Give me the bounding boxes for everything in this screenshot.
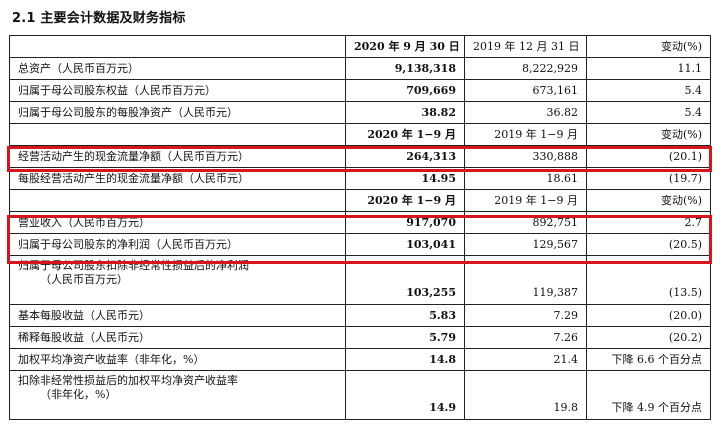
table-row-basic-eps: 基本每股收益（人民币元） 5.83 7.29 (20.0) — [9, 304, 711, 327]
row-label: 归属于母公司股东权益（人民币百万元） — [9, 79, 346, 102]
row-label-line1: 归属于母公司股东扣除非经常性损益后的净利润 — [18, 259, 249, 272]
row-label: 归属于母公司股东的净利润（人民币百万元） — [9, 233, 346, 256]
change-value: 5.4 — [586, 101, 711, 124]
prior-value: 129,567 — [464, 233, 587, 256]
current-value: 264,313 — [345, 145, 465, 168]
change-value: 下降 6.6 个百分点 — [586, 348, 711, 371]
header-empty-cell — [9, 189, 346, 212]
prior-value: 119,387 — [464, 255, 587, 305]
prior-value: 8,222,929 — [464, 57, 587, 80]
table-row-roe-excl: 扣除非经常性损益后的加权平均净资产收益率 （非年化，%） 14.9 19.8 下… — [9, 370, 711, 420]
row-label: 经营活动产生的现金流量净额（人民币百万元） — [9, 145, 346, 168]
table-row-op-cashflow-per-share: 每股经营活动产生的现金流量净额（人民币元） 14.95 18.61 (19.7) — [9, 167, 711, 190]
current-value: 14.9 — [345, 370, 465, 420]
table-row-roe: 加权平均净资产收益率（非年化，%） 14.8 21.4 下降 6.6 个百分点 — [9, 348, 711, 371]
row-label: 总资产（人民币百万元） — [9, 57, 346, 80]
header-prior-period: 2019 年 12 月 31 日 — [464, 35, 587, 58]
header-change: 变动(%) — [586, 35, 711, 58]
header-current-period: 2020 年 1−9 月 — [345, 189, 465, 212]
table-row-op-cashflow: 经营活动产生的现金流量净额（人民币百万元） 264,313 330,888 (2… — [9, 145, 711, 168]
prior-value: 19.8 — [464, 370, 587, 420]
financial-indicators-table: 2020 年 9 月 30 日 2019 年 12 月 31 日 变动(%) 总… — [9, 35, 711, 420]
row-label: 归属于母公司股东扣除非经常性损益后的净利润 （人民币百万元） — [9, 255, 346, 305]
prior-value: 36.82 — [464, 101, 587, 124]
current-value: 5.79 — [345, 326, 465, 349]
row-label: 营业收入（人民币百万元） — [9, 211, 346, 234]
prior-value: 330,888 — [464, 145, 587, 168]
section-title: 2.1 主要会计数据及财务指标 — [12, 11, 186, 26]
change-value: 下降 4.9 个百分点 — [586, 370, 711, 420]
row-label: 每股经营活动产生的现金流量净额（人民币元） — [9, 167, 346, 190]
row-label: 加权平均净资产收益率（非年化，%） — [9, 348, 346, 371]
current-value: 9,138,318 — [345, 57, 465, 80]
table-header-row: 2020 年 9 月 30 日 2019 年 12 月 31 日 变动(%) — [9, 35, 711, 58]
table-row-diluted-eps: 稀释每股收益（人民币元） 5.79 7.26 (20.2) — [9, 326, 711, 349]
header-prior-period: 2019 年 1−9 月 — [464, 189, 587, 212]
header-change: 变动(%) — [586, 189, 711, 212]
row-label: 归属于母公司股东的每股净资产（人民币元） — [9, 101, 346, 124]
row-label-line1: 扣除非经常性损益后的加权平均净资产收益率 — [18, 374, 238, 387]
table-row-net-profit-excl: 归属于母公司股东扣除非经常性损益后的净利润 （人民币百万元） 103,255 1… — [9, 255, 711, 305]
table-row-nav-per-share: 归属于母公司股东的每股净资产（人民币元） 38.82 36.82 5.4 — [9, 101, 711, 124]
current-value: 14.8 — [345, 348, 465, 371]
row-label-line2: （非年化，%） — [40, 388, 117, 401]
table-row-revenue: 营业收入（人民币百万元） 917,070 892,751 2.7 — [9, 211, 711, 234]
change-value: 2.7 — [586, 211, 711, 234]
current-value: 38.82 — [345, 101, 465, 124]
change-value: 5.4 — [586, 79, 711, 102]
header-current-period: 2020 年 1−9 月 — [345, 123, 465, 146]
table-header-row: 2020 年 1−9 月 2019 年 1−9 月 变动(%) — [9, 189, 711, 212]
change-value: (20.2) — [586, 326, 711, 349]
table-row-equity: 归属于母公司股东权益（人民币百万元） 709,669 673,161 5.4 — [9, 79, 711, 102]
prior-value: 673,161 — [464, 79, 587, 102]
table-row-net-profit: 归属于母公司股东的净利润（人民币百万元） 103,041 129,567 (20… — [9, 233, 711, 256]
change-value: (20.1) — [586, 145, 711, 168]
table-row-total-assets: 总资产（人民币百万元） 9,138,318 8,222,929 11.1 — [9, 57, 711, 80]
header-current-period: 2020 年 9 月 30 日 — [345, 35, 465, 58]
header-prior-period: 2019 年 1−9 月 — [464, 123, 587, 146]
current-value: 917,070 — [345, 211, 465, 234]
current-value: 709,669 — [345, 79, 465, 102]
row-label: 基本每股收益（人民币元） — [9, 304, 346, 327]
current-value: 103,041 — [345, 233, 465, 256]
row-label: 稀释每股收益（人民币元） — [9, 326, 346, 349]
current-value: 103,255 — [345, 255, 465, 305]
current-value: 14.95 — [345, 167, 465, 190]
prior-value: 21.4 — [464, 348, 587, 371]
prior-value: 7.26 — [464, 326, 587, 349]
change-value: (13.5) — [586, 255, 711, 305]
row-label: 扣除非经常性损益后的加权平均净资产收益率 （非年化，%） — [9, 370, 346, 420]
change-value: (20.0) — [586, 304, 711, 327]
change-value: (19.7) — [586, 167, 711, 190]
header-change: 变动(%) — [586, 123, 711, 146]
current-value: 5.83 — [345, 304, 465, 327]
table-header-row: 2020 年 1−9 月 2019 年 1−9 月 变动(%) — [9, 123, 711, 146]
prior-value: 7.29 — [464, 304, 587, 327]
header-empty-cell — [9, 123, 346, 146]
prior-value: 18.61 — [464, 167, 587, 190]
header-empty-cell — [9, 35, 346, 58]
change-value: (20.5) — [586, 233, 711, 256]
row-label-line2: （人民币百万元） — [40, 273, 128, 286]
prior-value: 892,751 — [464, 211, 587, 234]
change-value: 11.1 — [586, 57, 711, 80]
